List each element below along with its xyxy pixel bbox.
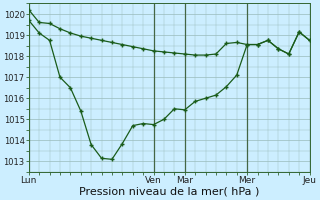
X-axis label: Pression niveau de la mer( hPa ): Pression niveau de la mer( hPa )	[79, 187, 259, 197]
